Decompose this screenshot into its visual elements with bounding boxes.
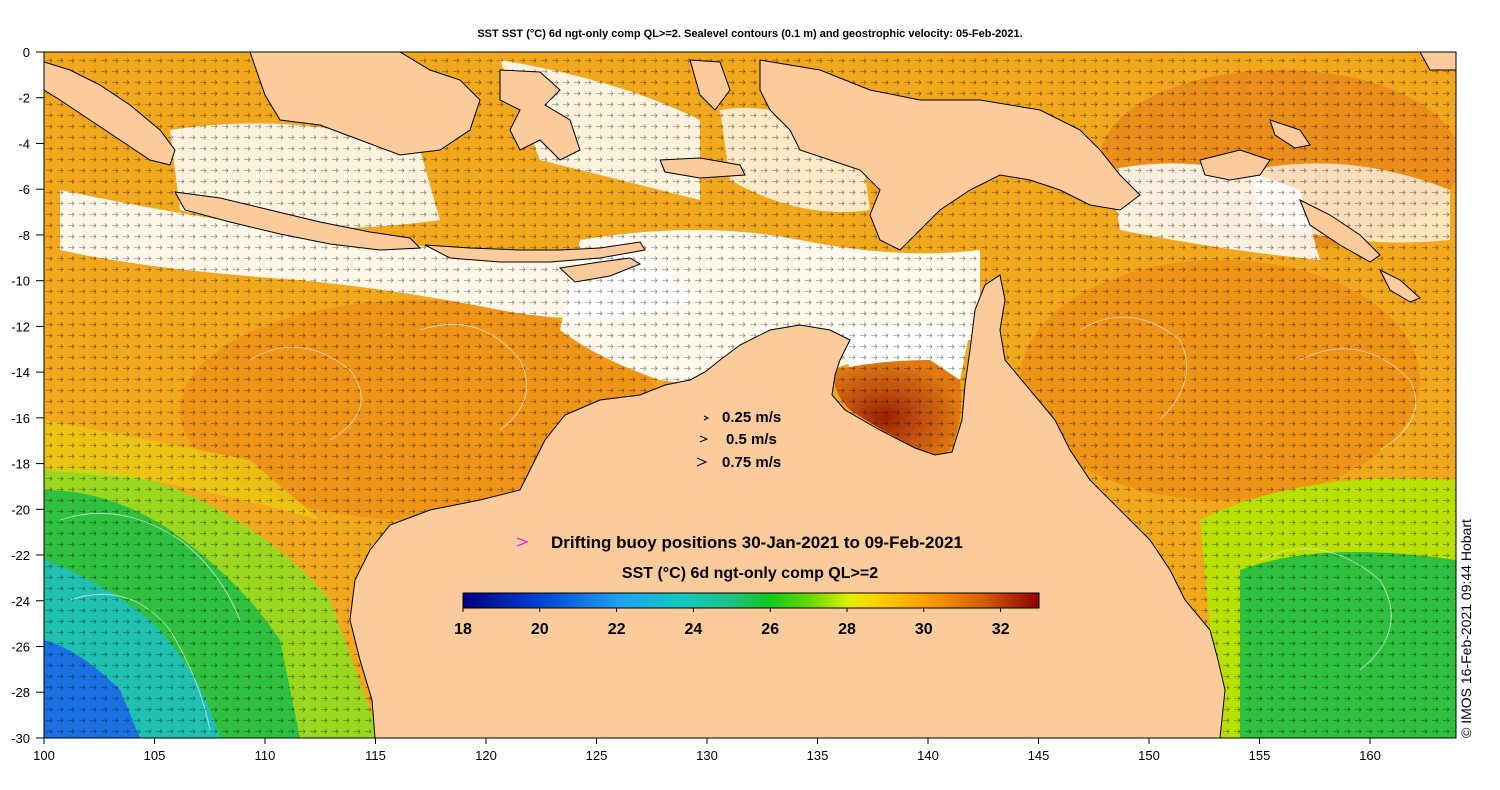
y-tick-label: -20: [11, 502, 30, 517]
y-tick-label: -24: [11, 594, 30, 609]
y-tick-label: -30: [11, 731, 30, 746]
y-tick-label: -28: [11, 685, 30, 700]
velocity-arrow-large-icon: [696, 457, 708, 467]
sealevel-contours: [59, 316, 1417, 731]
x-tick-label: 130: [696, 748, 718, 763]
velocity-arrow-medium-icon: [699, 435, 709, 443]
halmahera: [689, 59, 731, 111]
x-tick-label: 115: [365, 748, 386, 763]
colorbar-tick-label: 30: [915, 621, 933, 638]
x-tick-label: 150: [1138, 748, 1160, 763]
borneo: [249, 52, 481, 156]
y-tick-label: -4: [18, 136, 30, 151]
y-tick-label: -8: [18, 228, 30, 243]
new-britain: [1199, 149, 1271, 181]
bougainville: [1299, 198, 1381, 263]
new-ireland: [1269, 119, 1311, 149]
x-tick-label: 140: [917, 748, 939, 763]
velocity-legend-075: 0.75 m/s: [722, 454, 781, 471]
seram: [659, 157, 746, 179]
x-tick-label: 120: [475, 748, 497, 763]
y-tick-label: -10: [11, 274, 30, 289]
colorbar-tick-label: 24: [685, 621, 703, 638]
x-tick-label: 125: [586, 748, 608, 763]
australia: [349, 274, 1226, 738]
sumatra: [44, 61, 176, 166]
java: [174, 191, 422, 251]
colorbar-tick-label: 28: [838, 621, 856, 638]
lesser-sunda-islands: [424, 241, 646, 263]
x-tick-label: 135: [807, 748, 829, 763]
x-tick-label: 100: [33, 748, 55, 763]
velocity-legend-05: 0.5 m/s: [726, 431, 777, 448]
y-tick-label: -2: [18, 91, 30, 106]
x-tick-label: 155: [1249, 748, 1271, 763]
colorbar: SST (°C) 6d ngt-only comp QL>=2 18 20 22 24…: [454, 565, 1040, 638]
imos-credit: © IMOS 16-Feb-2021 09:44 Hobart: [1458, 519, 1474, 738]
colorbar-label: SST (°C) 6d ngt-only comp QL>=2: [622, 565, 878, 582]
velocity-arrow-small-icon: [703, 415, 710, 421]
colorbar-tick-label: 26: [761, 621, 779, 638]
velocity-legend-025: 0.25 m/s: [722, 409, 781, 426]
map-field: [44, 52, 1456, 738]
x-tick-label: 160: [1359, 748, 1381, 763]
solomon-islands: [1378, 268, 1421, 303]
map-frame: [43, 51, 1457, 739]
colorbar-gradient: [462, 592, 1040, 609]
y-tick-label: -16: [11, 411, 30, 426]
map-title: SST SST (°C) 6d ngt-only comp QL>=2. Sea…: [477, 28, 1023, 40]
x-tick-label: 145: [1028, 748, 1050, 763]
y-tick-label: -18: [11, 457, 30, 472]
colorbar-ticks: 18 20 22 24 26 28 30 32: [454, 608, 1010, 638]
velocity-legend: 0.25 m/s 0.5 m/s 0.75 m/s: [696, 409, 781, 471]
y-tick-label: -6: [18, 182, 30, 197]
colorbar-tick-label: 20: [531, 621, 549, 638]
colorbar-tick-label: 22: [608, 621, 626, 638]
y-tick-label: -26: [11, 639, 30, 654]
islands-nw: [1419, 52, 1456, 71]
y-tick-label: -14: [11, 365, 30, 380]
sulawesi: [499, 69, 581, 161]
x-tick-label: 110: [255, 748, 276, 763]
x-axis: 100 105 110 115 120 125 130 135 140 145 150 155 160: [33, 738, 1381, 763]
buoy-marker-icon: [516, 537, 529, 547]
colorbar-tick-label: 32: [992, 621, 1010, 638]
colorbar-tick-label: 18: [454, 621, 472, 638]
timor: [558, 257, 642, 283]
y-tick-label: 0: [23, 45, 30, 60]
y-tick-label: -22: [11, 548, 30, 563]
buoy-legend-label: Drifting buoy positions 30-Jan-2021 to 0…: [551, 533, 963, 552]
land: [44, 52, 1456, 738]
x-tick-label: 105: [144, 748, 166, 763]
y-tick-label: -12: [11, 319, 30, 334]
buoy-legend: Drifting buoy positions 30-Jan-2021 to 0…: [516, 533, 963, 552]
y-axis: 0 -2 -4 -6 -8 -10 -12 -14 -16 -18 -20 -22 -24 -26 -28 -…: [11, 45, 44, 746]
new-guinea: [759, 59, 1141, 251]
